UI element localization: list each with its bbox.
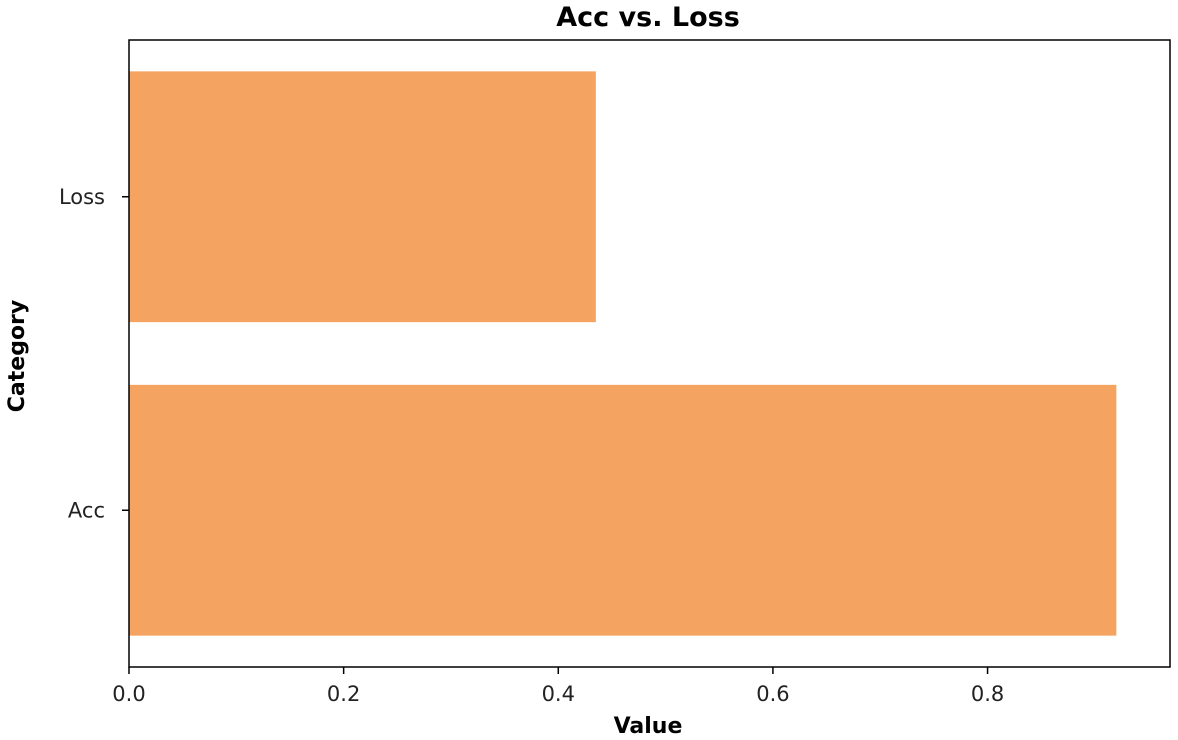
x-axis-label: Value — [614, 714, 683, 739]
x-tick-label: 0.4 — [542, 682, 575, 706]
bar-loss — [129, 71, 596, 323]
y-tick-label: Acc — [68, 498, 105, 522]
x-tick-label: 0.0 — [112, 682, 145, 706]
x-tick-label: 0.8 — [971, 682, 1004, 706]
x-tick-label: 0.2 — [327, 682, 360, 706]
x-axis: 0.0 0.2 0.4 0.6 0.8 — [112, 667, 1004, 706]
y-axis-label: Category — [5, 300, 30, 412]
bar-acc — [129, 384, 1117, 636]
y-tick-label: Loss — [59, 185, 105, 209]
y-axis: Acc Loss — [59, 185, 129, 522]
x-tick-label: 0.6 — [756, 682, 789, 706]
plot-frame — [128, 39, 1171, 668]
chart-title: Acc vs. Loss — [556, 2, 740, 33]
bars-group — [129, 71, 1117, 636]
